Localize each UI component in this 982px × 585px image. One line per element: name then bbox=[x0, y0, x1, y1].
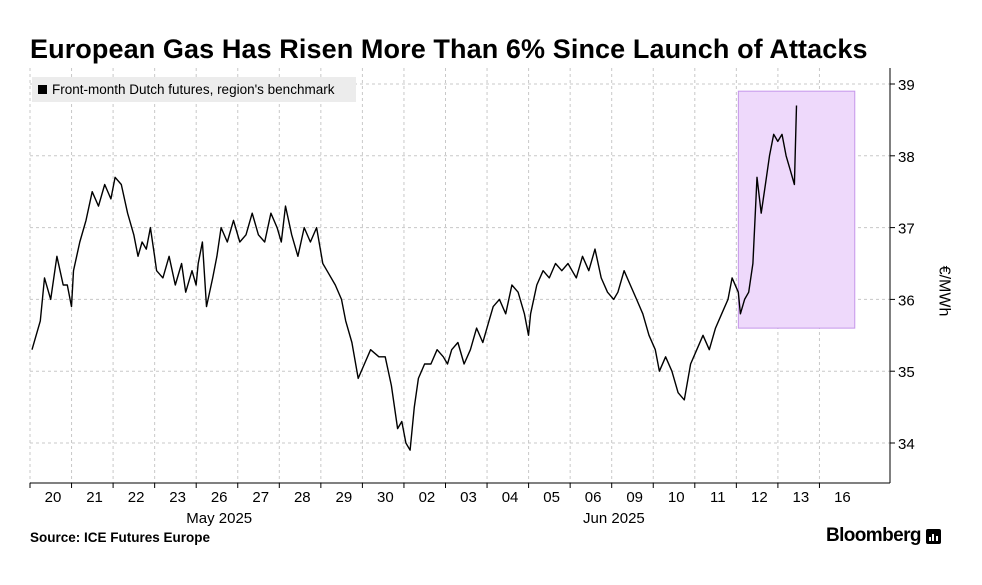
x-tick-label: 26 bbox=[211, 489, 228, 506]
vertical-gridlines bbox=[29, 68, 820, 483]
source-note: Source: ICE Futures Europe bbox=[30, 530, 211, 545]
x-month-label: May 2025 bbox=[186, 510, 252, 527]
x-tick-label: 22 bbox=[128, 489, 145, 506]
legend: Front-month Dutch futures, region's benc… bbox=[32, 77, 356, 102]
x-tick-label: 28 bbox=[294, 489, 311, 506]
x-tick-label: 16 bbox=[834, 489, 851, 506]
y-axis-ticks: 34 35 36 37 38 39 bbox=[890, 77, 915, 453]
x-tick-label: 09 bbox=[626, 489, 643, 506]
highlight-region bbox=[737, 90, 856, 329]
legend-swatch bbox=[38, 85, 47, 94]
y-tick-label: 38 bbox=[898, 149, 915, 166]
y-axis-label: €/MWh bbox=[935, 265, 953, 317]
x-tick-label: 23 bbox=[169, 489, 186, 506]
brand-logo: Bloomberg bbox=[826, 525, 941, 547]
brand-name: Bloomberg bbox=[826, 525, 921, 546]
y-tick-label: 34 bbox=[898, 436, 915, 453]
x-tick-label: 04 bbox=[502, 489, 519, 506]
legend-label: Front-month Dutch futures, region's benc… bbox=[52, 82, 335, 97]
x-tick-label: 13 bbox=[793, 489, 810, 506]
chart-title: European Gas Has Risen More Than 6% Sinc… bbox=[30, 34, 868, 64]
y-tick-label: 35 bbox=[898, 364, 915, 381]
y-tick-label: 36 bbox=[898, 292, 915, 309]
x-tick-label: 21 bbox=[86, 489, 103, 506]
x-tick-label: 27 bbox=[252, 489, 269, 506]
x-tick-label: 20 bbox=[45, 489, 62, 506]
x-tick-label: 06 bbox=[585, 489, 602, 506]
x-tick-label: 11 bbox=[710, 489, 726, 506]
y-tick-label: 39 bbox=[898, 77, 915, 94]
x-tick-label: 29 bbox=[336, 489, 353, 506]
series-line bbox=[31, 105, 798, 451]
x-tick-label: 05 bbox=[543, 489, 560, 506]
bloomberg-terminal-icon bbox=[925, 528, 941, 544]
x-tick-label: 12 bbox=[751, 489, 768, 506]
x-month-label: Jun 2025 bbox=[583, 510, 645, 527]
x-tick-label: 02 bbox=[419, 489, 436, 506]
x-axis-ticks: 20 21 22 23 26 27 28 29 30 02 03 04 05 06 09 10 11 12 13 16… bbox=[29, 483, 851, 527]
x-tick-label: 30 bbox=[377, 489, 394, 506]
x-tick-label: 03 bbox=[460, 489, 477, 506]
x-tick-label: 10 bbox=[668, 489, 685, 506]
y-tick-label: 37 bbox=[898, 221, 915, 238]
